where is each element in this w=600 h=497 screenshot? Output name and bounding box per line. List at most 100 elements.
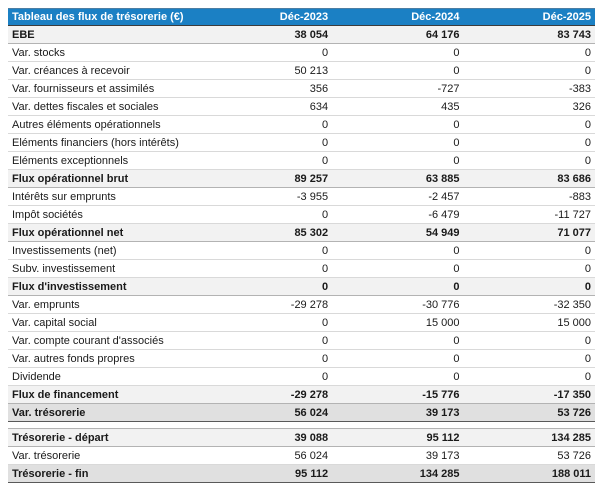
cell-dec-2023: 0 (200, 331, 333, 350)
cell-dec-2025: 53 726 (463, 403, 595, 422)
cashflow-table: Tableau des flux de trésorerie (€) Déc-2… (8, 8, 595, 483)
row-label: Eléments financiers (hors intérêts) (8, 133, 201, 152)
table-row: Var. dettes fiscales et sociales 634 435… (8, 97, 595, 116)
row-label: EBE (8, 25, 201, 44)
table-row: Flux d'investissement 0 0 0 (8, 277, 595, 296)
table-row: Dividende 0 0 0 (8, 367, 595, 386)
row-label: Var. dettes fiscales et sociales (8, 97, 201, 116)
cell-dec-2024: 0 (332, 277, 464, 296)
row-label: Var. compte courant d'associés (8, 331, 201, 350)
row-label: Flux de financement (8, 385, 201, 404)
cell-dec-2023: 56 024 (200, 446, 333, 465)
cell-dec-2023: 39 088 (200, 428, 333, 447)
cell-dec-2024: 0 (332, 367, 464, 386)
table-row: Eléments exceptionnels 0 0 0 (8, 151, 595, 170)
cell-dec-2024: 0 (332, 43, 464, 62)
cell-dec-2025: 0 (463, 61, 595, 80)
cell-dec-2023: 38 054 (200, 25, 333, 44)
row-label: Var. créances à recevoir (8, 61, 201, 80)
cell-dec-2023: 0 (200, 367, 333, 386)
header-row: Tableau des flux de trésorerie (€) Déc-2… (8, 8, 595, 26)
col-header-dec-2024: Déc-2024 (332, 8, 464, 26)
cell-dec-2023: 0 (200, 259, 333, 278)
cell-dec-2025: 326 (463, 97, 595, 116)
row-label: Var. stocks (8, 43, 201, 62)
cell-dec-2025: 0 (463, 241, 595, 260)
table-row (8, 421, 595, 429)
cell-dec-2025: 83 686 (463, 169, 595, 188)
cell-dec-2023: 0 (200, 151, 333, 170)
row-label: Flux opérationnel net (8, 223, 201, 242)
cell-dec-2024: 39 173 (332, 403, 464, 422)
cell-dec-2023: 0 (200, 277, 333, 296)
table-row: Impôt sociétés 0 -6 479 -11 727 (8, 205, 595, 224)
table-row: Var. stocks 0 0 0 (8, 43, 595, 62)
row-label: Flux opérationnel brut (8, 169, 201, 188)
row-label: Trésorerie - fin (8, 464, 201, 483)
row-label: Subv. investissement (8, 259, 201, 278)
table-row: Eléments financiers (hors intérêts) 0 0 … (8, 133, 595, 152)
row-label: Var. emprunts (8, 295, 201, 314)
cell-dec-2023: 356 (200, 79, 333, 98)
cell-dec-2023: 95 112 (200, 464, 333, 483)
cell-dec-2024: 15 000 (332, 313, 464, 332)
table-row: Var. capital social 0 15 000 15 000 (8, 313, 595, 332)
col-header-dec-2025: Déc-2025 (463, 8, 595, 26)
cell-dec-2025: 0 (463, 349, 595, 368)
table-row: Flux de financement -29 278 -15 776 -17 … (8, 385, 595, 404)
cell-dec-2025: -883 (463, 187, 595, 206)
row-label: Intérêts sur emprunts (8, 187, 201, 206)
cell-dec-2025: -11 727 (463, 205, 595, 224)
row-label: Var. autres fonds propres (8, 349, 201, 368)
cell-dec-2023: -3 955 (200, 187, 333, 206)
cell-dec-2023: 634 (200, 97, 333, 116)
row-label: Dividende (8, 367, 201, 386)
row-label: Var. capital social (8, 313, 201, 332)
table-row: Autres éléments opérationnels 0 0 0 (8, 115, 595, 134)
table-row: Trésorerie - fin 95 112 134 285 188 011 (8, 464, 595, 483)
cell-dec-2024: 0 (332, 115, 464, 134)
table-row: Var. trésorerie 56 024 39 173 53 726 (8, 403, 595, 422)
cell-dec-2024: -727 (332, 79, 464, 98)
table-row: Var. compte courant d'associés 0 0 0 (8, 331, 595, 350)
cell-dec-2023: 0 (200, 133, 333, 152)
cell-dec-2024: -15 776 (332, 385, 464, 404)
cell-dec-2023: 85 302 (200, 223, 333, 242)
row-label: Trésorerie - départ (8, 428, 201, 447)
cell-dec-2023: 0 (200, 313, 333, 332)
cell-dec-2025: 0 (463, 133, 595, 152)
cell-dec-2024: 0 (332, 61, 464, 80)
table-row: Investissements (net) 0 0 0 (8, 241, 595, 260)
row-label: Investissements (net) (8, 241, 201, 260)
cell-dec-2025: 0 (463, 277, 595, 296)
cell-dec-2023: 50 213 (200, 61, 333, 80)
row-label: Autres éléments opérationnels (8, 115, 201, 134)
col-header-dec-2023: Déc-2023 (200, 8, 333, 26)
cell-dec-2025: 53 726 (463, 446, 595, 465)
cell-dec-2023: 0 (200, 205, 333, 224)
row-label: Impôt sociétés (8, 205, 201, 224)
cell-dec-2025: 0 (463, 151, 595, 170)
row-label: Var. trésorerie (8, 403, 201, 422)
table-body: EBE 38 054 64 176 83 743 Var. stocks 0 0… (8, 25, 595, 483)
cell-dec-2025: 71 077 (463, 223, 595, 242)
cell-dec-2025: 0 (463, 259, 595, 278)
cell-dec-2025: -383 (463, 79, 595, 98)
table-header: Tableau des flux de trésorerie (€) Déc-2… (8, 8, 595, 26)
cell-dec-2025: -17 350 (463, 385, 595, 404)
row-label: Eléments exceptionnels (8, 151, 201, 170)
cell-dec-2025: 188 011 (463, 464, 595, 483)
row-label (8, 421, 595, 429)
cell-dec-2024: 134 285 (332, 464, 464, 483)
cell-dec-2024: 39 173 (332, 446, 464, 465)
cell-dec-2025: 134 285 (463, 428, 595, 447)
cell-dec-2025: 0 (463, 115, 595, 134)
cell-dec-2025: 15 000 (463, 313, 595, 332)
cell-dec-2025: 0 (463, 367, 595, 386)
cell-dec-2024: 0 (332, 349, 464, 368)
cell-dec-2025: 0 (463, 43, 595, 62)
cell-dec-2025: 83 743 (463, 25, 595, 44)
cell-dec-2023: 0 (200, 115, 333, 134)
table-row: Var. emprunts -29 278 -30 776 -32 350 (8, 295, 595, 314)
row-label: Flux d'investissement (8, 277, 201, 296)
